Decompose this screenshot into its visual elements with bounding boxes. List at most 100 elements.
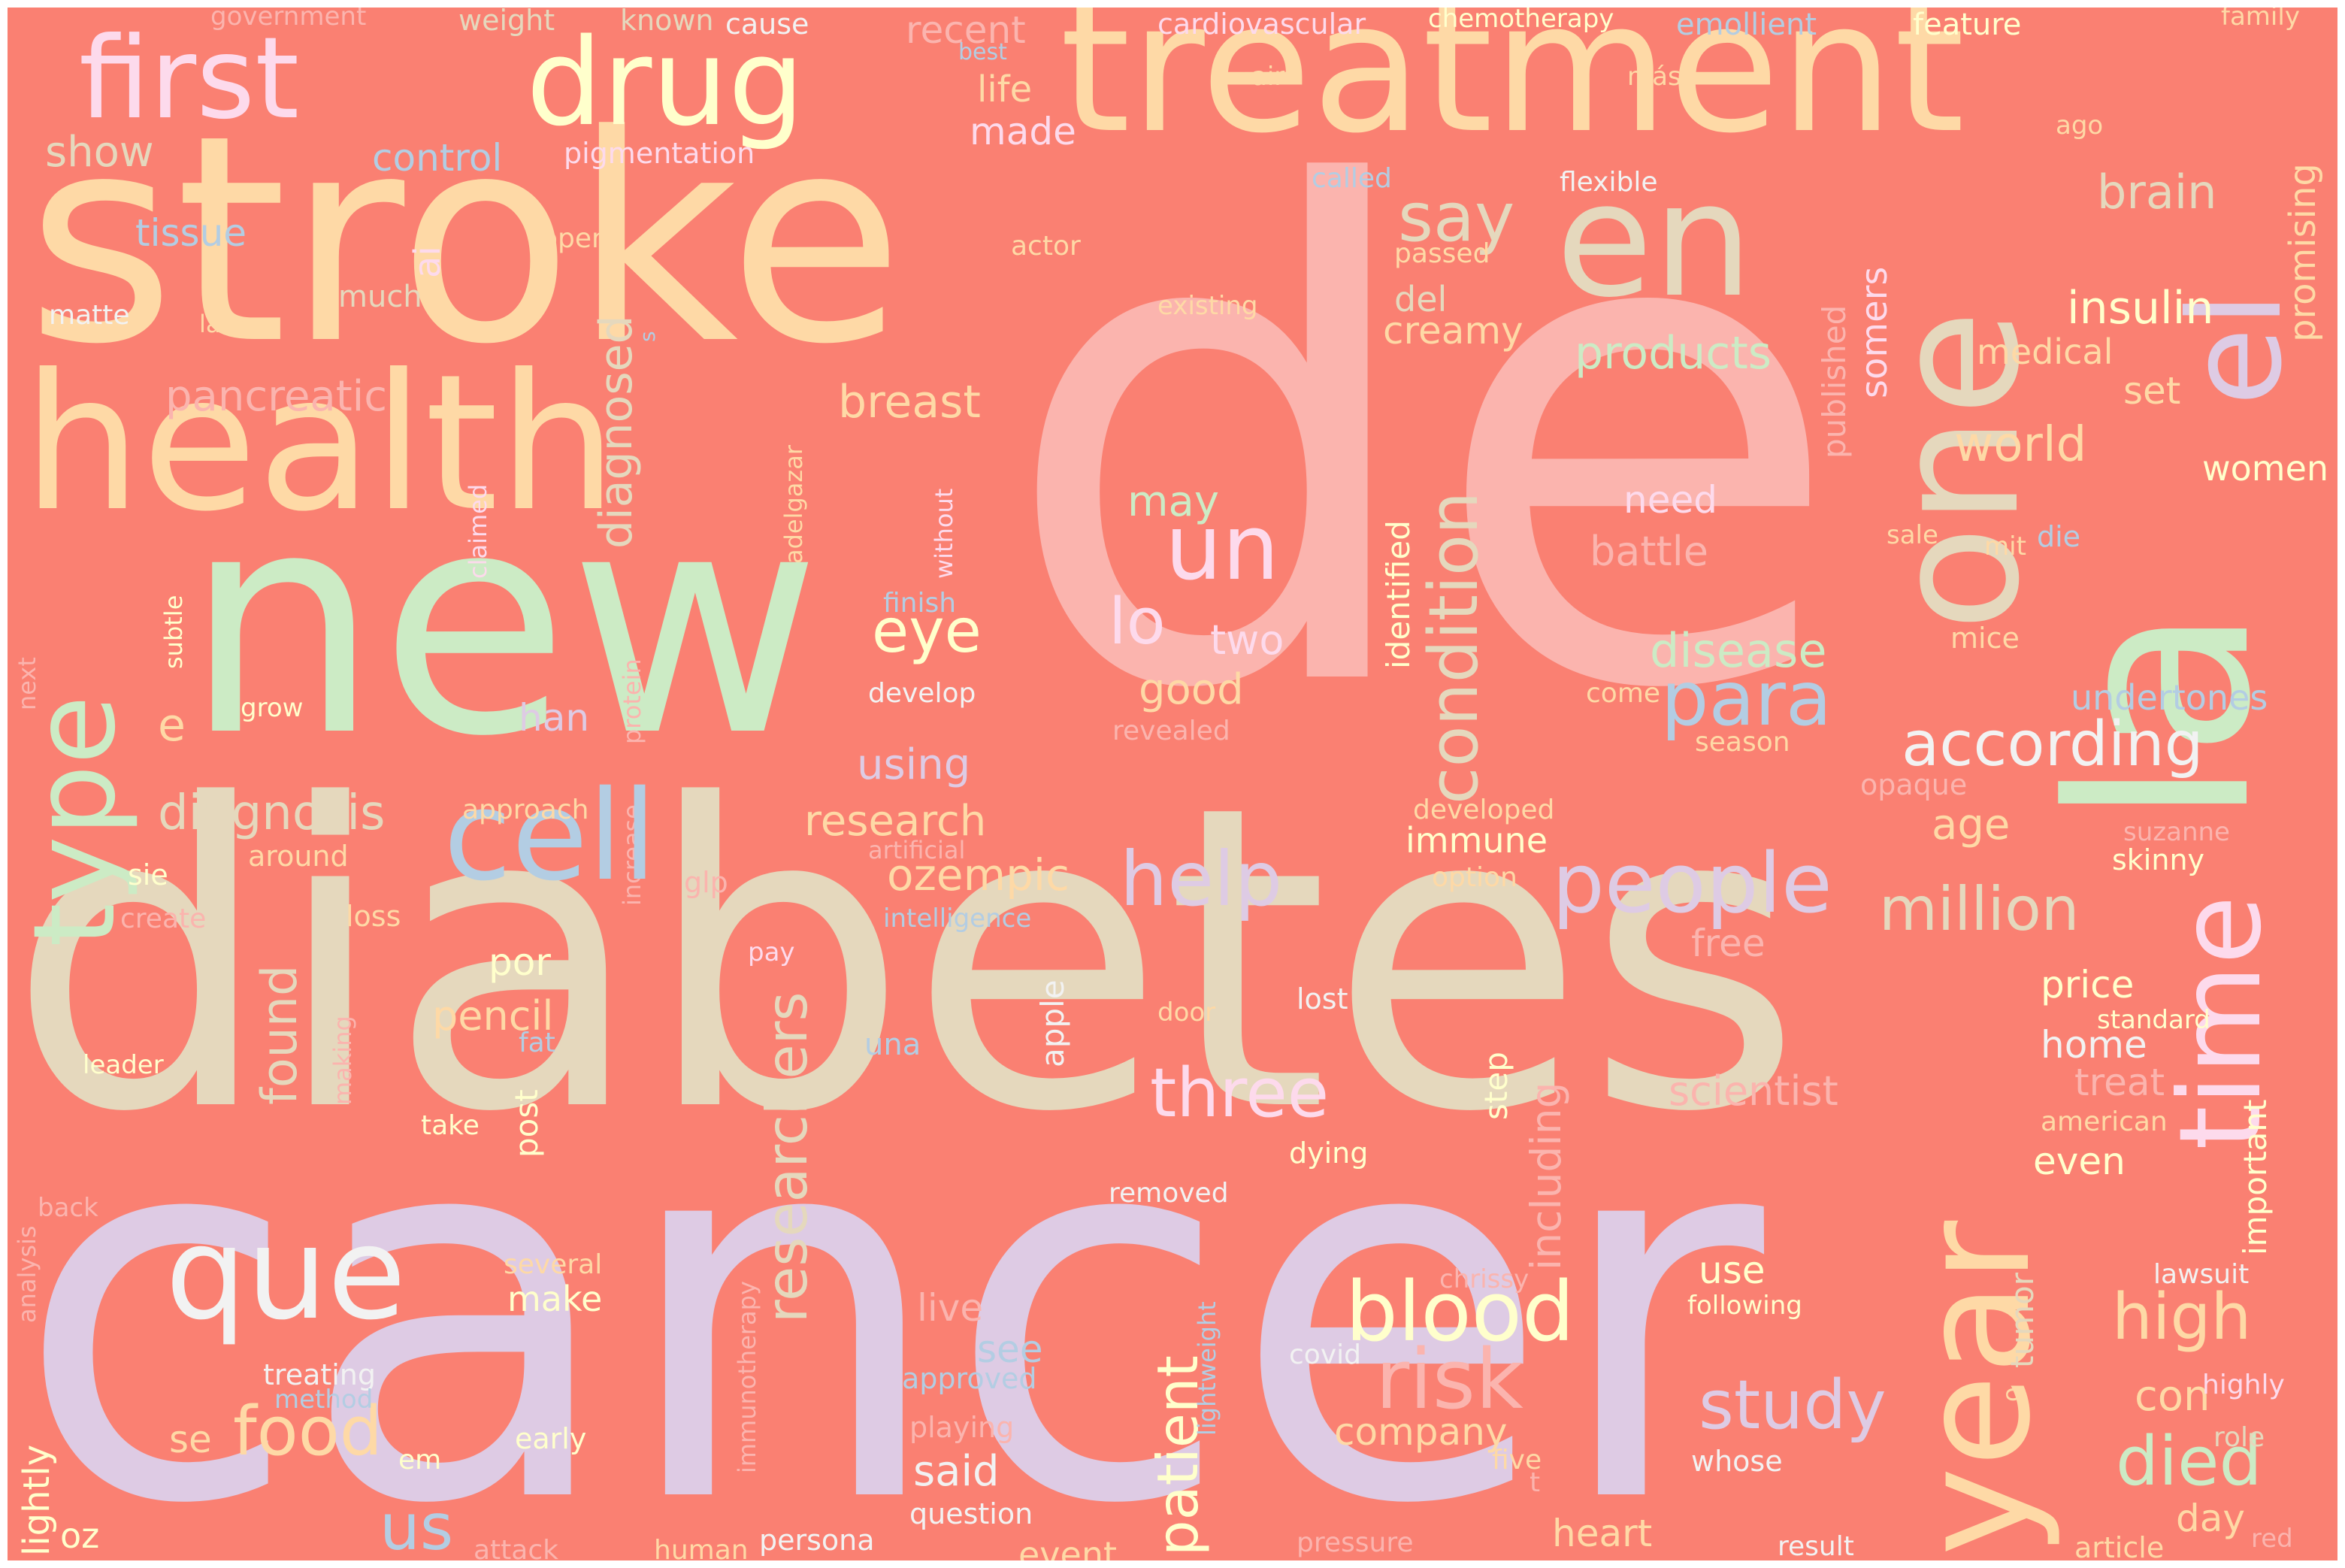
word-subtle: subtle	[159, 595, 188, 669]
word-take: take	[421, 1110, 480, 1141]
word-se: se	[169, 1418, 212, 1461]
word-creamy: creamy	[1383, 309, 1523, 353]
word-brain: brain	[2097, 165, 2217, 219]
word-somers: somers	[1853, 266, 1896, 398]
word-die: die	[2037, 520, 2081, 553]
word-world: world	[1954, 417, 2087, 473]
word-tissue: tissue	[135, 211, 247, 255]
word-food: food	[233, 1392, 383, 1471]
word-claimed: claimed	[464, 483, 492, 579]
word-covid: covid	[1289, 1339, 1361, 1370]
word-risk: risk	[1375, 1331, 1523, 1427]
word-persona: persona	[759, 1524, 875, 1557]
word-o: o	[1997, 1387, 2026, 1402]
word-suzanne: suzanne	[2123, 817, 2230, 847]
word-step: step	[1478, 1052, 1514, 1120]
word-chrissy: chrissy	[1439, 1264, 1530, 1294]
word-result: result	[1778, 1531, 1854, 1560]
word-treatment: treatment	[1060, 8, 1965, 173]
word-researchers: researchers	[754, 991, 820, 1323]
word-pencil: pencil	[432, 992, 554, 1040]
word-drug: drug	[526, 12, 805, 153]
word-analysis: analysis	[13, 1225, 41, 1323]
word-free: free	[1691, 922, 1766, 965]
word-company: company	[1334, 1410, 1508, 1454]
word-opaque: opaque	[1860, 768, 1968, 801]
word-immunotherapy: immunotherapy	[733, 1281, 761, 1473]
word-skinny: skinny	[2112, 843, 2205, 876]
word-t: t	[1530, 1467, 1541, 1498]
word-high: high	[2112, 1280, 2252, 1355]
word-cell: cell	[443, 764, 657, 908]
word-control: control	[372, 136, 503, 180]
word-attack: attack	[474, 1535, 558, 1561]
word-using: using	[857, 740, 971, 789]
word-air: air	[1251, 62, 1285, 92]
word-three: three	[1150, 1054, 1330, 1133]
word-removed: removed	[1109, 1178, 1229, 1209]
word-en: en	[1556, 148, 1753, 332]
word-blood: blood	[1345, 1264, 1575, 1360]
word-home: home	[2041, 1023, 2147, 1067]
word-made: made	[970, 110, 1076, 153]
word-door: door	[1157, 997, 1216, 1028]
word-por: por	[489, 940, 551, 984]
word-early: early	[515, 1422, 587, 1455]
word-actor: actor	[1011, 231, 1081, 262]
word-oz: oz	[60, 1515, 100, 1556]
word-intelligence: intelligence	[883, 904, 1032, 934]
word-season: season	[1695, 727, 1790, 758]
word-glp: glp	[684, 866, 728, 899]
word-ai: ai	[407, 246, 449, 278]
word-breast: breast	[838, 376, 981, 428]
word-may: may	[1127, 477, 1220, 526]
word-matte: matte	[49, 300, 130, 331]
word-without: without	[930, 488, 958, 579]
word-tumor: tumor	[2004, 1273, 2041, 1368]
word-use: use	[1699, 1249, 1766, 1292]
word-condition: condition	[1415, 491, 1493, 804]
word-recent: recent	[906, 8, 1026, 52]
word-new: new	[184, 444, 822, 804]
word-good: good	[1139, 665, 1244, 714]
word-lawsuit: lawsuit	[2153, 1259, 2250, 1290]
word-highly: highly	[2202, 1370, 2285, 1400]
word-even: even	[2033, 1140, 2126, 1183]
word-first: first	[79, 14, 300, 144]
word-pigmentation: pigmentation	[564, 137, 755, 170]
word-around: around	[248, 840, 349, 873]
word-method: method	[274, 1385, 374, 1415]
word-adelgazar: adelgazar	[779, 445, 808, 564]
word-playing: playing	[909, 1411, 1015, 1444]
word-see: see	[977, 1327, 1043, 1371]
word-pressure: pressure	[1297, 1527, 1414, 1558]
word-live: live	[917, 1286, 984, 1330]
word-em: em	[398, 1445, 442, 1476]
word-us: us	[380, 1491, 454, 1560]
word-back: back	[38, 1193, 98, 1223]
word-eye: eye	[872, 596, 982, 666]
word-type: type	[10, 695, 141, 947]
word-promising: promising	[2282, 163, 2324, 342]
word-following: following	[1687, 1291, 1802, 1321]
word-research: research	[804, 797, 987, 846]
word-con: con	[2135, 1372, 2210, 1421]
word-government: government	[210, 8, 367, 32]
word-emollient: emollient	[1676, 8, 1817, 42]
word-set: set	[2123, 369, 2181, 413]
word-loss: loss	[346, 900, 401, 933]
word-treating: treating	[263, 1358, 377, 1391]
word-people: people	[1552, 835, 1832, 931]
word-mice: mice	[1950, 622, 2020, 655]
word-mas: más	[1627, 62, 1681, 92]
word-developed: developed	[1413, 795, 1555, 825]
word-five: five	[1492, 1445, 1542, 1476]
word-e: e	[158, 699, 186, 752]
word-ozempic: ozempic	[887, 849, 1070, 901]
word-existing: existing	[1157, 291, 1258, 321]
word-according: according	[1902, 709, 2204, 780]
word-role: role	[2213, 1422, 2265, 1453]
word-create: create	[120, 904, 207, 934]
word-cardiovascular: cardiovascular	[1157, 8, 1366, 41]
word-cloud: de cancer diabetes stroke new treatment …	[8, 8, 2337, 1560]
